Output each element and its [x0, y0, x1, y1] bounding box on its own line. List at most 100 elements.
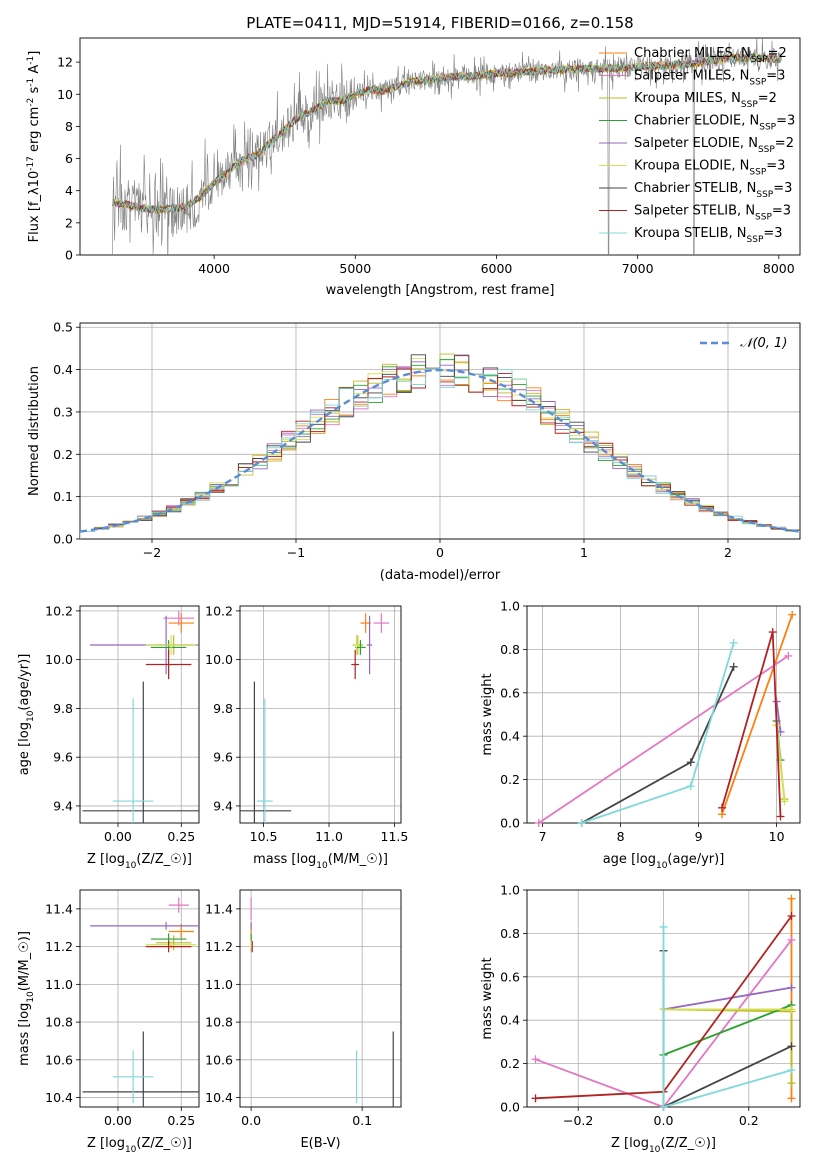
y-tick-label: 10.6 — [205, 1052, 233, 1067]
y-tick-label: 0.6 — [500, 685, 520, 700]
weight-marker — [534, 819, 543, 827]
weight-marker — [577, 819, 586, 827]
mass-vs-Z-frame — [79, 889, 200, 1108]
x-tick-label: 0.25 — [167, 829, 195, 844]
x-tick-label: 11.5 — [381, 829, 409, 844]
weight-marker — [787, 894, 796, 903]
x-tick-label: 2 — [724, 545, 732, 560]
y-tick-label: 11.2 — [205, 939, 233, 954]
errorbar-point — [168, 923, 194, 940]
y-tick-label: 4 — [65, 183, 73, 198]
x-tick-label: 0.2 — [739, 1113, 759, 1128]
histogram-frame — [79, 322, 801, 540]
y-tick-label: 0.3 — [53, 404, 73, 419]
weight-series-7 — [581, 666, 735, 824]
age-vs-Z-axes: 0.00 0.25 9.4 9.6 9.8 10.0 10.2 — [45, 603, 200, 844]
y-tick-label: 10.8 — [205, 1015, 233, 1030]
x-tick-label: −0.2 — [563, 1113, 593, 1128]
x-tick-label: 7 — [539, 829, 547, 844]
weight-marker — [531, 1094, 540, 1103]
histogram-ylabel: Normed distribution — [27, 366, 42, 496]
weight-series-9 — [662, 926, 792, 1109]
spectrum-title: PLATE=0411, MJD=51914, FIBERID=0166, z=0… — [246, 14, 633, 32]
age-vs-mass-frame — [239, 605, 402, 824]
y-tick-label: 0.8 — [500, 926, 520, 941]
histogram-xlabel: (data-model)/error — [380, 568, 501, 583]
weight-marker — [787, 1005, 796, 1014]
errorbar-point — [145, 940, 192, 953]
errorbar-point — [168, 613, 194, 633]
mass-vs-EBV-axes: 0.0 0.1 10.4 10.6 10.8 11.0 11.2 11.4 — [205, 889, 402, 1128]
y-tick-label: 10.8 — [45, 1015, 73, 1030]
legend-label: Kroupa ELODIE, NSSP=3 — [634, 159, 785, 178]
mass-vs-EBV-plot-area — [250, 897, 394, 1107]
errorbar-point — [351, 649, 360, 680]
mass-weight-vs-age-frame — [526, 605, 801, 824]
weight-marker — [787, 1042, 796, 1051]
y-tick-label: 10.0 — [45, 652, 73, 667]
y-tick-label: 0.8 — [500, 642, 520, 657]
mass-weight-vs-Z-ylabel: mass weight — [480, 957, 495, 1039]
y-tick-label: 9.4 — [213, 798, 233, 813]
y-tick-label: 0.4 — [500, 1013, 520, 1028]
y-tick-label: 12 — [57, 55, 73, 70]
y-tick-label: 0.5 — [53, 320, 73, 335]
age-vs-mass-xlabel: mass [log10(M/M_☉)] — [253, 852, 388, 871]
errorbar-point — [112, 698, 154, 823]
histogram-series-9 — [80, 367, 800, 539]
y-tick-label: 9.6 — [213, 750, 233, 765]
y-tick-label: 10.2 — [205, 603, 233, 618]
mass-weight-vs-age-xlabel: age [log10(age/yr)] — [603, 852, 725, 871]
weight-marker — [729, 638, 738, 647]
weight-marker — [718, 803, 726, 812]
y-tick-label: 10.4 — [45, 1090, 73, 1105]
x-tick-label: 11.0 — [315, 829, 343, 844]
x-tick-label: −2 — [143, 545, 161, 560]
y-tick-label: 10.6 — [45, 1052, 73, 1067]
mass-weight-vs-age-ylabel: mass weight — [480, 673, 495, 755]
mass-vs-Z-xlabel: Z [log10(Z/Z_☉)] — [87, 1136, 192, 1155]
histogram-legend: 𝒩(0, 1) — [700, 336, 787, 351]
errorbar-point — [366, 615, 373, 675]
legend-label: Salpeter MILES, NSSP=3 — [634, 69, 785, 88]
weight-series-5 — [663, 986, 792, 1011]
model-spectrum-9 — [112, 52, 782, 215]
weight-series-7 — [662, 950, 792, 1109]
x-tick-label: 1 — [580, 545, 588, 560]
y-tick-label: 0.0 — [500, 1100, 520, 1115]
mass-vs-Z-plot-area — [82, 897, 199, 1107]
y-tick-label: 0.2 — [500, 772, 520, 787]
x-tick-label: 4000 — [198, 261, 230, 276]
mass-weight-vs-age-plot-area — [534, 610, 797, 827]
legend-label: Kroupa STELIB, NSSP=3 — [634, 226, 783, 245]
y-tick-label: 0.4 — [500, 729, 520, 744]
spectrum-plot-area — [112, 38, 782, 255]
x-tick-label: 0.25 — [167, 1113, 195, 1128]
errorbar-point — [353, 635, 360, 655]
y-tick-label: 0 — [65, 248, 73, 263]
x-tick-label: 0.0 — [654, 1113, 674, 1128]
errorbar-point — [163, 610, 194, 626]
mass-vs-Z-ylabel: mass [log10(M/M_☉)] — [17, 931, 36, 1066]
legend-label: Salpeter ELODIE, NSSP=2 — [634, 136, 794, 155]
mass-weight-vs-Z-xlabel: Z [log10(Z/Z_☉)] — [611, 1136, 716, 1155]
errorbar-point — [145, 635, 197, 655]
y-tick-label: 11.2 — [45, 939, 73, 954]
legend-label: Chabrier STELIB, NSSP=3 — [634, 181, 792, 200]
weight-marker — [780, 797, 789, 806]
weight-marker — [659, 922, 668, 931]
x-tick-label: 8000 — [763, 261, 795, 276]
x-tick-label: 7000 — [622, 261, 654, 276]
y-tick-label: 0.2 — [53, 447, 73, 462]
y-tick-label: 9.6 — [53, 750, 73, 765]
y-tick-label: 9.4 — [53, 798, 73, 813]
weight-marker — [729, 662, 738, 671]
y-tick-label: 0.4 — [53, 362, 73, 377]
x-tick-label: 6000 — [481, 261, 513, 276]
x-tick-label: 0.00 — [104, 829, 132, 844]
x-tick-label: 0.0 — [241, 1113, 261, 1128]
weight-marker — [776, 812, 785, 821]
y-tick-label: 6 — [65, 151, 73, 166]
spectrum-legend: Chabrier MILES, NSSP=2 Salpeter MILES, NS… — [599, 46, 795, 245]
spectrum-ylabel: Flux [f_λ10-17 erg cm-2 s-1 A-1] — [26, 51, 42, 243]
